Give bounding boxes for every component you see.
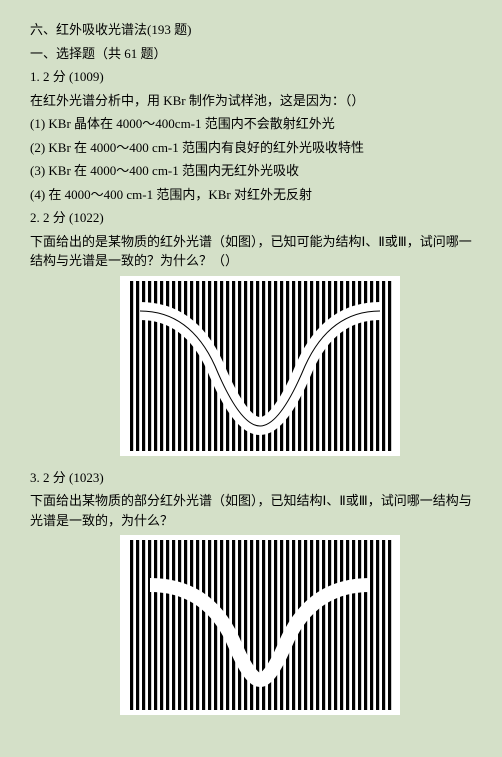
q2-stem: 下面给出的是某物质的红外光谱（如图），已知可能为结构Ⅰ、Ⅱ或Ⅲ，试问哪一结构与光… — [30, 232, 472, 271]
q3-stem: 下面给出某物质的部分红外光谱（如图），已知结构Ⅰ、Ⅱ或Ⅲ，试问哪一结构与光谱是一… — [30, 491, 472, 530]
section-title: 六、红外吸收光谱法(193 题) — [30, 20, 472, 40]
q2-figure — [120, 276, 472, 460]
q2-header: 2. 2 分 (1022) — [30, 208, 472, 228]
q1-opt2: (2) KBr 在 4000～400 cm-1 范围内有良好的红外光吸收特性 — [30, 138, 472, 158]
q1-stem: 在红外光谱分析中，用 KBr 制作为试样池，这是因为：（） — [30, 91, 472, 111]
q1-opt1: (1) KBr 晶体在 4000～400cm-1 范围内不会散射红外光 — [30, 114, 472, 134]
q1-header: 1. 2 分 (1009) — [30, 67, 472, 87]
q1-opt4: (4) 在 4000～400 cm-1 范围内，KBr 对红外无反射 — [30, 185, 472, 205]
q3-header: 3. 2 分 (1023) — [30, 468, 472, 488]
subsection-title: 一、选择题（共 61 题） — [30, 44, 472, 64]
q1-opt3: (3) KBr 在 4000～400 cm-1 范围内无红外光吸收 — [30, 161, 472, 181]
q3-figure — [120, 535, 472, 719]
